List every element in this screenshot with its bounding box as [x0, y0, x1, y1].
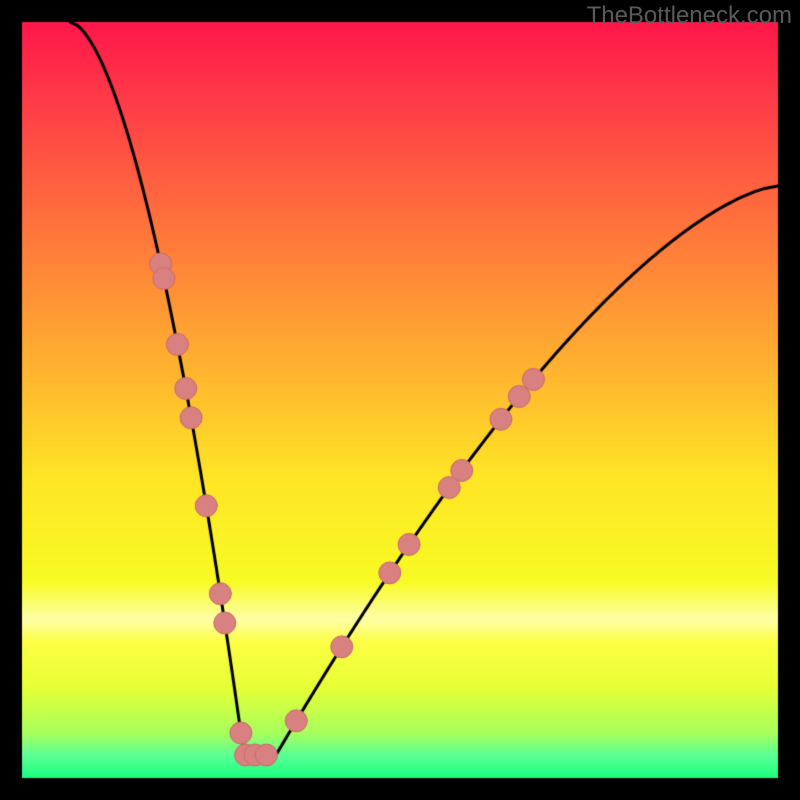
bottleneck-chart-canvas [0, 0, 800, 800]
watermark-text: TheBottleneck.com [587, 2, 792, 30]
chart-root: TheBottleneck.com [0, 0, 800, 800]
